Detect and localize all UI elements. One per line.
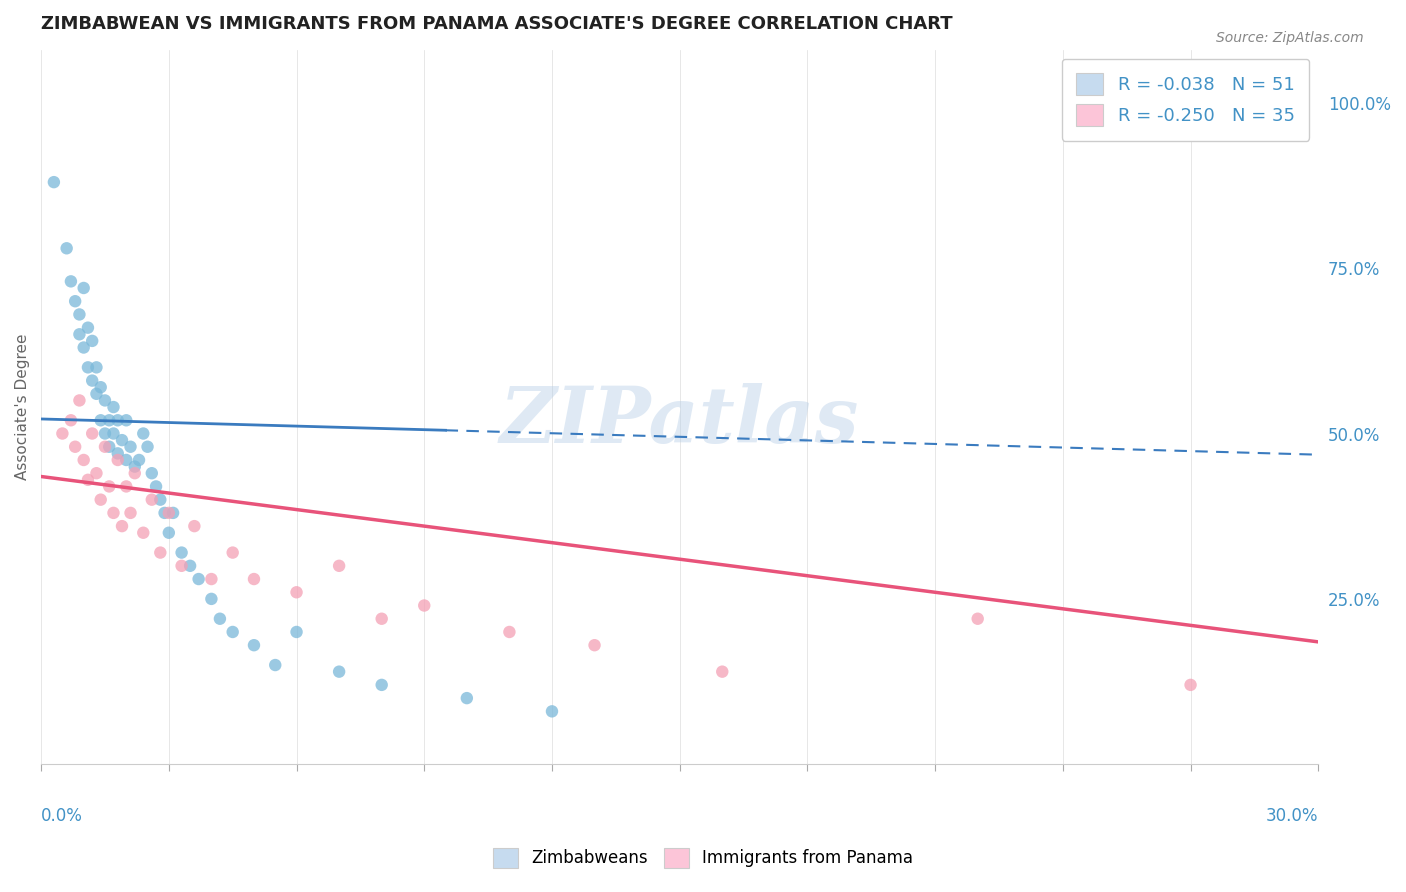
Point	[115, 413, 138, 427]
Point	[328, 558, 350, 573]
Point	[413, 599, 436, 613]
Point	[107, 453, 129, 467]
Point	[67, 327, 90, 342]
Point	[162, 506, 184, 520]
Point	[541, 704, 564, 718]
Text: 30.0%: 30.0%	[1265, 807, 1319, 825]
Point	[149, 545, 172, 559]
Point	[77, 320, 100, 334]
Point	[132, 426, 155, 441]
Point	[98, 440, 121, 454]
Point	[170, 558, 193, 573]
Text: Source: ZipAtlas.com: Source: ZipAtlas.com	[1216, 31, 1364, 45]
Point	[90, 413, 112, 427]
Point	[200, 591, 222, 606]
Legend: Zimbabweans, Immigrants from Panama: Zimbabweans, Immigrants from Panama	[486, 841, 920, 875]
Point	[221, 545, 243, 559]
Point	[179, 558, 201, 573]
Point	[370, 612, 392, 626]
Point	[82, 374, 104, 388]
Point	[711, 665, 734, 679]
Point	[73, 453, 96, 467]
Point	[86, 387, 108, 401]
Point	[86, 466, 108, 480]
Point	[94, 393, 117, 408]
Text: ZIMBABWEAN VS IMMIGRANTS FROM PANAMA ASSOCIATE'S DEGREE CORRELATION CHART: ZIMBABWEAN VS IMMIGRANTS FROM PANAMA ASS…	[41, 15, 953, 33]
Point	[200, 572, 222, 586]
Point	[55, 241, 77, 255]
Point	[208, 612, 231, 626]
Point	[966, 612, 988, 626]
Text: ZIPatlas: ZIPatlas	[501, 383, 859, 459]
Point	[98, 413, 121, 427]
Point	[90, 492, 112, 507]
Point	[111, 433, 134, 447]
Point	[94, 426, 117, 441]
Point	[157, 506, 180, 520]
Point	[77, 360, 100, 375]
Point	[103, 506, 125, 520]
Point	[73, 341, 96, 355]
Point	[1180, 678, 1202, 692]
Point	[370, 678, 392, 692]
Point	[73, 281, 96, 295]
Point	[94, 440, 117, 454]
Point	[63, 440, 86, 454]
Point	[124, 459, 146, 474]
Point	[145, 479, 167, 493]
Point	[243, 638, 266, 652]
Point	[132, 525, 155, 540]
Point	[183, 519, 205, 533]
Point	[124, 466, 146, 480]
Point	[285, 624, 308, 639]
Point	[153, 506, 176, 520]
Point	[141, 492, 163, 507]
Point	[120, 506, 142, 520]
Point	[98, 479, 121, 493]
Point	[42, 175, 65, 189]
Point	[136, 440, 159, 454]
Point	[187, 572, 209, 586]
Y-axis label: Associate's Degree: Associate's Degree	[15, 334, 30, 480]
Point	[456, 691, 478, 706]
Point	[120, 440, 142, 454]
Point	[285, 585, 308, 599]
Point	[149, 492, 172, 507]
Point	[115, 479, 138, 493]
Point	[157, 525, 180, 540]
Point	[498, 624, 520, 639]
Point	[583, 638, 606, 652]
Text: 0.0%: 0.0%	[41, 807, 83, 825]
Point	[221, 624, 243, 639]
Point	[328, 665, 350, 679]
Point	[67, 393, 90, 408]
Point	[77, 473, 100, 487]
Point	[51, 426, 73, 441]
Point	[107, 446, 129, 460]
Point	[59, 413, 82, 427]
Point	[264, 658, 287, 673]
Point	[67, 308, 90, 322]
Point	[86, 360, 108, 375]
Point	[141, 466, 163, 480]
Point	[90, 380, 112, 394]
Point	[115, 453, 138, 467]
Point	[59, 274, 82, 288]
Legend: R = -0.038   N = 51, R = -0.250   N = 35: R = -0.038 N = 51, R = -0.250 N = 35	[1062, 59, 1309, 141]
Point	[170, 545, 193, 559]
Point	[82, 334, 104, 348]
Point	[82, 426, 104, 441]
Point	[243, 572, 266, 586]
Point	[103, 426, 125, 441]
Point	[128, 453, 150, 467]
Point	[107, 413, 129, 427]
Point	[63, 294, 86, 309]
Point	[103, 400, 125, 414]
Point	[111, 519, 134, 533]
